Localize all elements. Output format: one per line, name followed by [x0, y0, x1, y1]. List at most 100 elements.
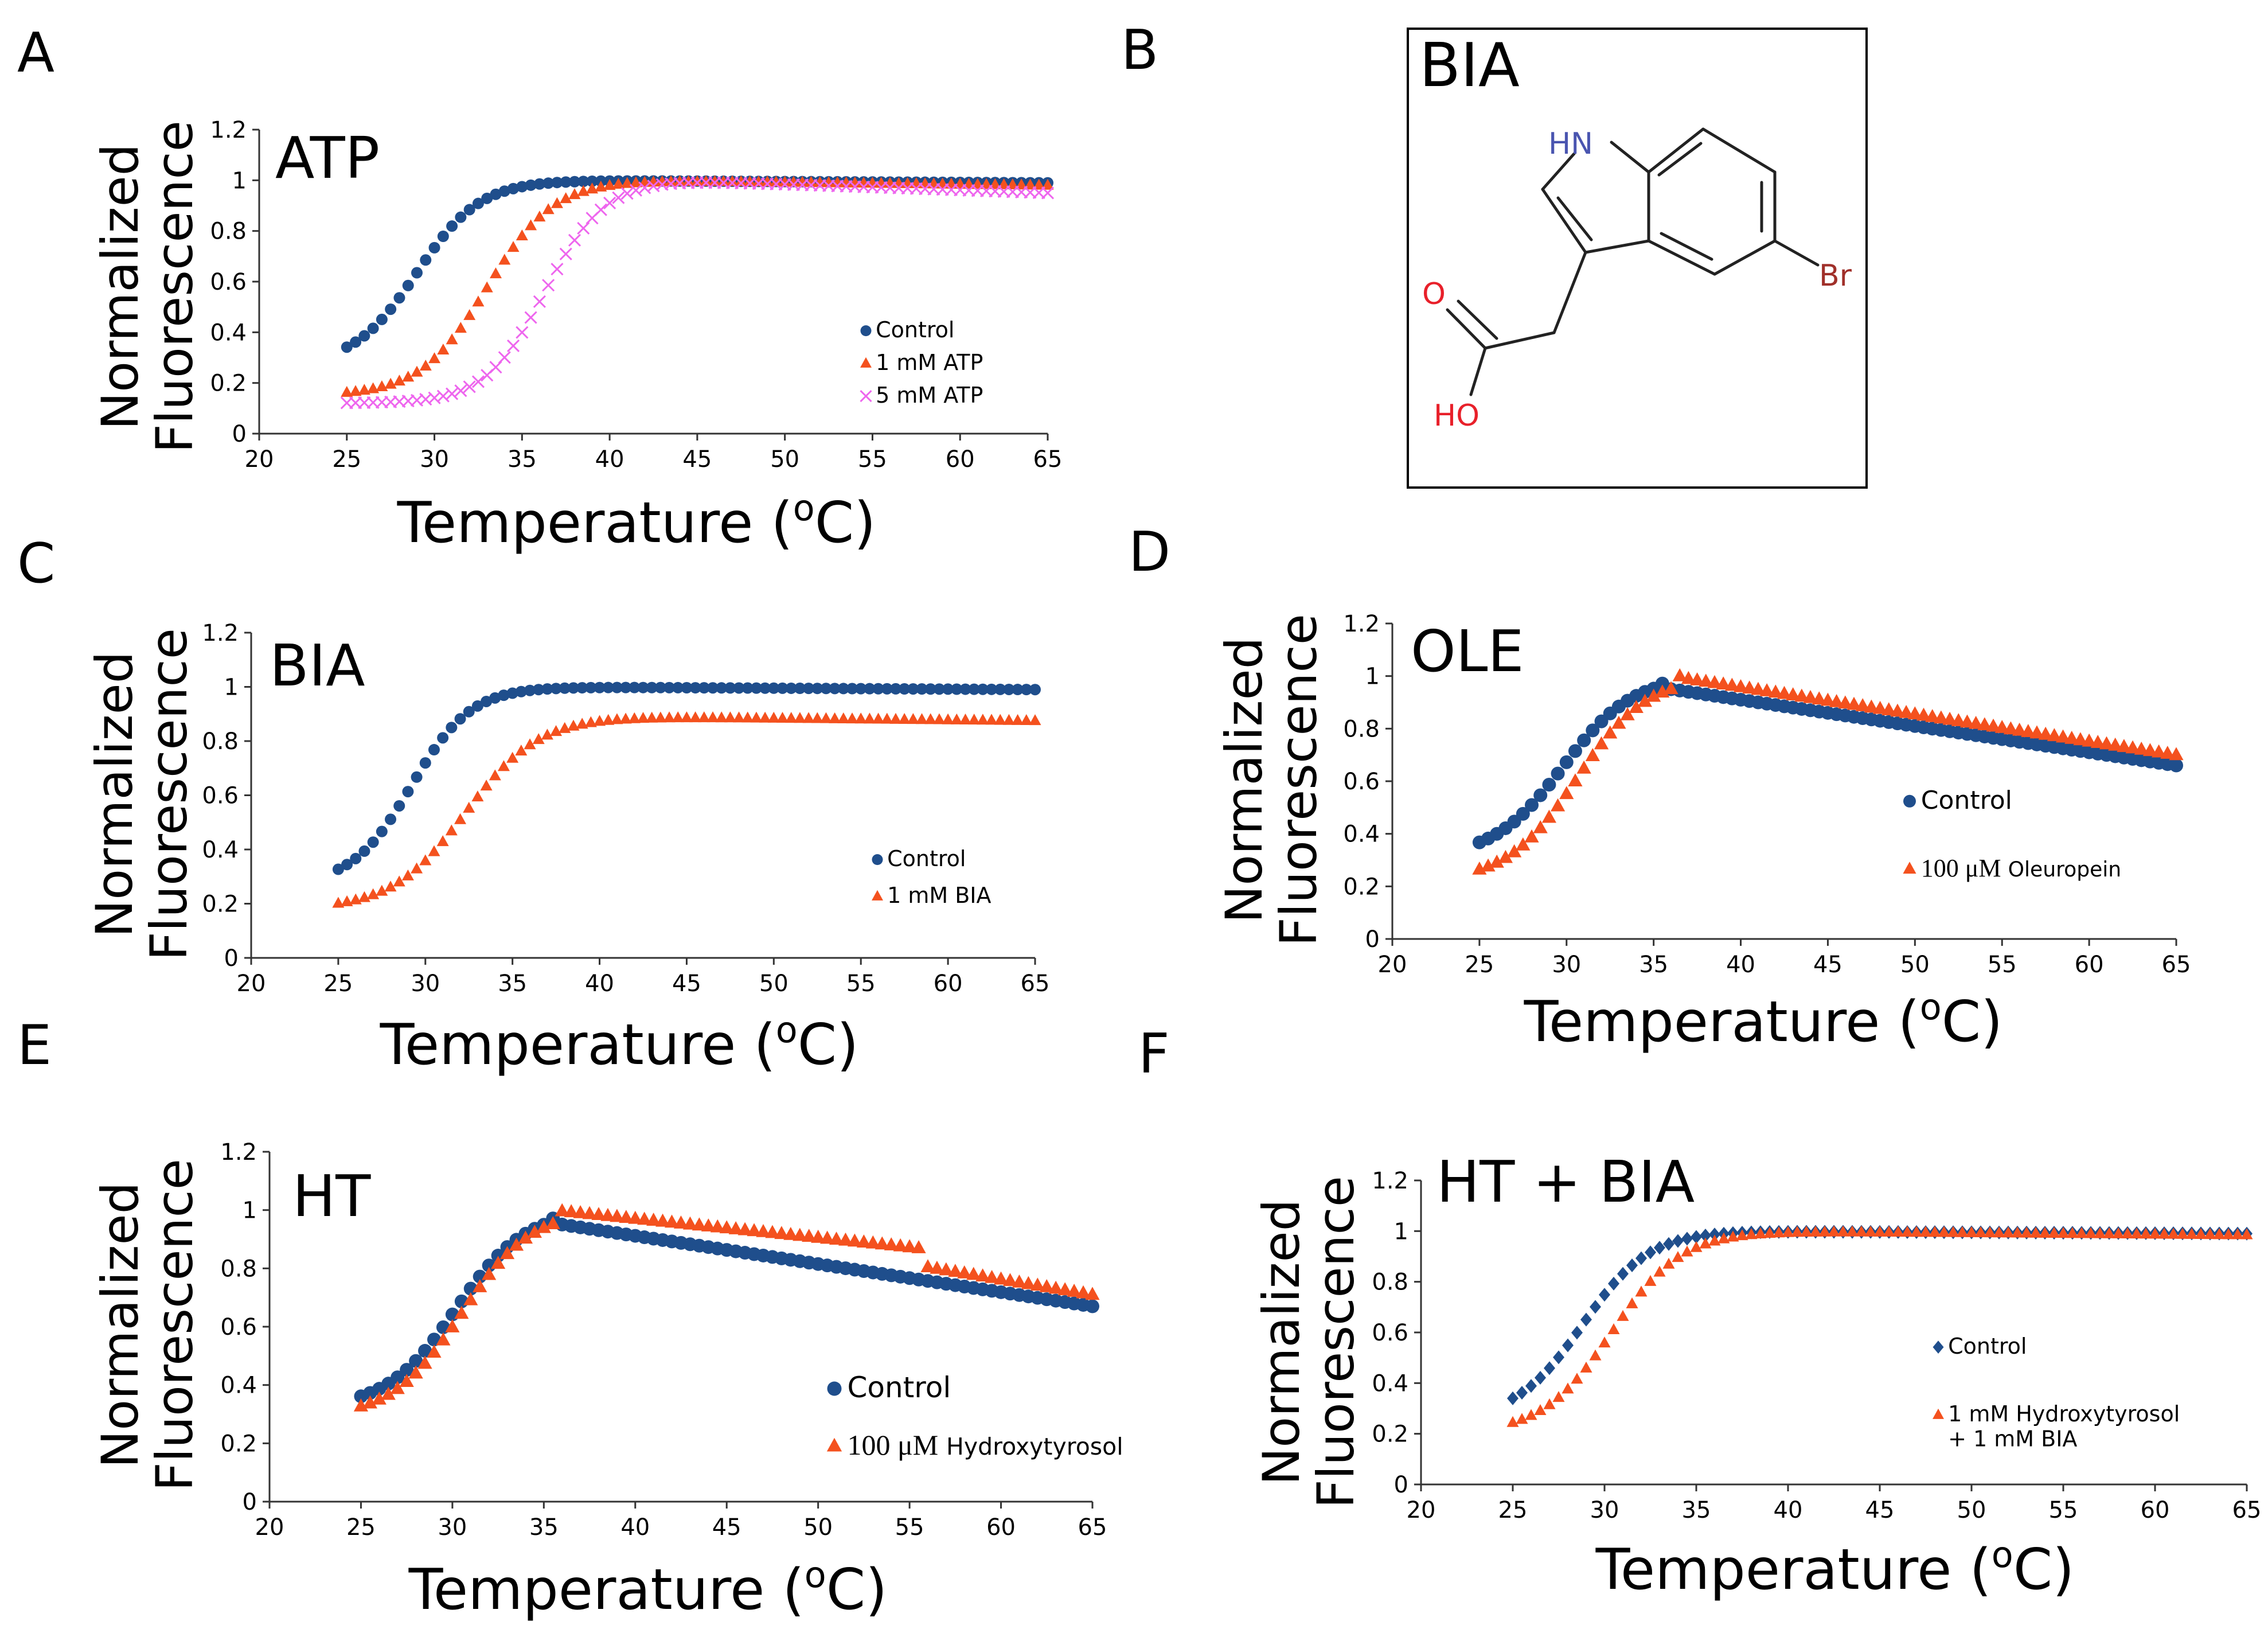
x-tick-label: 20 [255, 1514, 284, 1541]
data-point [737, 1222, 752, 1236]
data-point [1820, 692, 1836, 706]
data-point [1067, 1284, 1082, 1297]
data-point [491, 1256, 506, 1269]
data-point [942, 713, 954, 724]
data-point [2003, 721, 2019, 735]
x-tick-label: 55 [846, 971, 876, 997]
data-point [2075, 1227, 2088, 1238]
data-point [1662, 1257, 1675, 1269]
x-tick-label: 25 [1465, 952, 1494, 978]
data-point [968, 714, 981, 725]
data-point [785, 712, 798, 723]
data-point [1986, 718, 2001, 732]
x-tick-label: 40 [1774, 1497, 1803, 1523]
y-tick-label: 0.2 [202, 891, 239, 918]
data-point [454, 713, 466, 725]
data-point [560, 192, 572, 204]
y-tick-label: 0.4 [210, 319, 247, 346]
data-point [916, 683, 928, 695]
data-point [1620, 707, 1635, 720]
data-point [567, 682, 579, 694]
data-point [445, 1319, 460, 1332]
data-point [840, 176, 853, 188]
data-point [2047, 728, 2062, 742]
data-point [1012, 684, 1024, 696]
data-point [1916, 707, 1931, 721]
data-point [1568, 773, 1583, 787]
y-tick-label: 0 [1365, 926, 1380, 953]
data-point [463, 706, 475, 718]
y-tick-label: 0.8 [1343, 716, 1380, 742]
data-point [1481, 858, 1496, 872]
bond [1660, 232, 1713, 261]
data-point [1759, 683, 1774, 696]
data-point [1791, 1226, 1804, 1237]
y-tick-label: 0.8 [202, 728, 239, 755]
data-point [602, 714, 615, 725]
data-point [846, 683, 858, 695]
data-point [907, 713, 919, 724]
data-point [1585, 748, 1600, 761]
data-point [872, 712, 885, 724]
data-point [939, 1262, 954, 1276]
legend-item: Control [1933, 1334, 2027, 1359]
data-point [994, 714, 1006, 725]
data-point [411, 771, 423, 783]
data-point [1892, 1225, 1904, 1237]
y-axis-label-line: Fluorescence [145, 1159, 204, 1491]
data-point [1580, 1312, 1592, 1327]
data-point [681, 681, 693, 693]
data-point [2167, 1227, 2180, 1239]
data-point [959, 713, 971, 724]
data-point [499, 1246, 515, 1260]
data-point [332, 863, 344, 875]
data-point [2090, 735, 2105, 748]
data-point [950, 713, 963, 724]
data-point [437, 343, 450, 354]
data-point [881, 683, 893, 695]
data-point [700, 175, 712, 186]
data-point [436, 835, 449, 847]
data-point [1974, 1226, 1987, 1238]
data-point [2152, 744, 2166, 758]
data-point [559, 682, 571, 694]
data-point [454, 813, 467, 824]
data-point [663, 711, 676, 723]
y-tick-label: 0.6 [202, 783, 239, 809]
legend-label: 1 mM BIA [887, 883, 991, 908]
x-axis-label-end: C) [826, 1557, 888, 1623]
data-point [367, 322, 379, 334]
data-point [2149, 1227, 2161, 1239]
data-point [542, 279, 555, 292]
data-point [783, 1226, 798, 1240]
data-point [550, 683, 562, 695]
data-point [744, 175, 756, 186]
data-point [445, 824, 458, 836]
chart-panel-e: E 20 25 30 35 40 45 50 55 60 65 0 0.2 0.4 0.6 0.8 1 1.2 HT… [17, 1014, 1123, 1623]
data-point [838, 1232, 853, 1246]
data-point [385, 813, 397, 825]
data-point [498, 185, 510, 197]
x-tick-label: 35 [498, 971, 527, 997]
data-point [750, 711, 763, 723]
x-tick-label: 55 [1988, 952, 2017, 978]
data-point [391, 1370, 405, 1385]
y-tick-label: 0 [243, 1489, 257, 1515]
data-point [2055, 729, 2071, 743]
data-point [966, 1266, 981, 1280]
bond [1584, 239, 1650, 254]
data-point [508, 182, 520, 194]
y-tick-label: 0.2 [1343, 874, 1380, 900]
data-point [532, 733, 545, 745]
data-point [341, 341, 353, 353]
legend-item: Control [872, 846, 966, 871]
data-point [770, 176, 782, 187]
data-point [358, 330, 370, 342]
chart-title: BIA [270, 632, 365, 699]
data-point [411, 365, 423, 377]
data-point [776, 682, 788, 694]
data-point [1576, 760, 1591, 774]
data-point [1568, 744, 1582, 758]
data-point [2029, 725, 2044, 739]
data-point [803, 683, 815, 695]
